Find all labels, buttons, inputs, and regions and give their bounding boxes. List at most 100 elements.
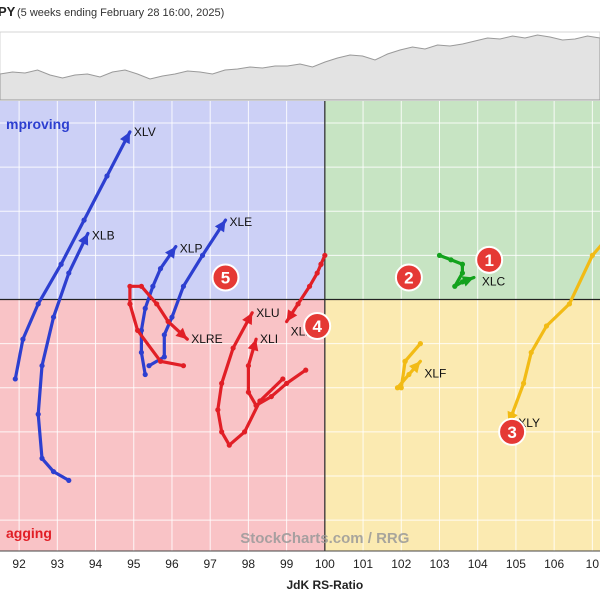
x-tick-label: 95 [127,557,141,571]
x-tick-label: 105 [506,557,526,571]
annotation-badge [475,245,504,274]
series-xlre-point [154,301,160,307]
series-xlv-head [119,131,130,145]
series-xli-point [268,393,274,400]
plot-area: mproving agging StockCharts.com / RRG XLV XL… [0,101,600,551]
series-xlc-point [452,283,458,289]
series-xlk-point [306,283,313,289]
annotation-badge [498,417,527,446]
series-xlre-point [157,358,164,364]
series-xlu-point [280,376,286,382]
x-tick-label: 97 [204,557,218,571]
series-xle-point [161,332,167,338]
x-tick-label: 10 [586,557,600,571]
series-xlk-head [286,309,298,322]
series-xlk-point [295,301,301,307]
series-xlp-point [142,371,148,378]
series-xlp-head [165,246,176,259]
x-tick-label: 98 [242,557,256,571]
series-xly-point [520,380,527,386]
series-xly-point [566,301,573,307]
series-xlf-point [402,358,408,364]
series-xlc-point [459,261,466,267]
annotation-badge-number: 1 [484,251,493,270]
series-xlp-point [142,305,148,311]
annotation-badge-number: 2 [404,268,413,287]
series-xlp-point [138,349,145,356]
series-xlv-point [35,301,41,307]
series-xlc-label: XLC [482,274,506,288]
series-xlre-point [180,363,187,369]
series-xlf-head [409,361,421,374]
series-xli-point [245,363,252,369]
x-tick-label: 104 [468,557,488,571]
x-tick-label: 102 [391,557,411,571]
series-xlb-point [66,477,72,484]
x-tick-label: 106 [544,557,564,571]
series-xle-point [199,252,206,259]
watermark: StockCharts.com / RRG [240,530,409,547]
series-xlu-point [219,429,225,435]
series-xlv-label: XLV [134,125,156,139]
series-xlb-point [50,468,57,475]
series-xli-head [247,339,259,352]
series-xly-point [528,349,534,356]
period-label: (5 weeks ending February 28 16:00, 2025) [17,7,224,19]
series-xly-point [543,323,550,329]
x-tick-label: 101 [353,557,373,571]
series-xlb-tail [36,231,90,482]
series-xlv-point [20,336,26,342]
series-xlb-point [50,314,57,320]
x-axis-title: JdK RS-Ratio [287,578,364,592]
series-xlu-label: XLU [256,306,279,320]
series-xlre-label: XLRE [191,332,222,346]
series-xlre-point [165,318,171,325]
series-xle-head [214,220,226,233]
series-xlb-label: XLB [92,228,115,242]
series-xlc-point [448,257,454,263]
series-xlc-point [459,270,466,276]
series-xle-point [146,363,152,369]
series-xlb-head [78,233,89,246]
annotation-badge [303,312,332,340]
series-xlf-point [406,371,412,378]
series-xli-point [253,402,259,409]
x-tick-label: 103 [429,557,449,571]
series-xlf-point [398,385,404,391]
series-xlu-point [215,407,221,413]
series-xle-point [161,354,167,360]
price-ribbon-area [0,34,600,101]
series-xlv-point [104,173,110,179]
series-xlf-point [417,341,423,347]
annotation-badge-number: 5 [221,268,230,287]
annotation-badge-number: 3 [507,423,516,442]
quadrant-lagging [0,299,325,551]
quadrant-label-lagging: agging [6,525,52,541]
x-tick-label: 99 [280,557,294,571]
series-xlc-point [436,252,443,259]
quadrant-weakening [324,299,600,551]
x-tick-label: 96 [165,557,179,571]
series-xlb-point [39,363,45,369]
series-xlre-point [127,301,133,307]
annotation-badge-number: 4 [312,317,322,336]
annotation-badge [394,263,423,292]
series-xlk-point [318,261,324,267]
series-xli-point [245,389,252,395]
series-xli-point [284,380,290,386]
series-xli-label: XLI [260,332,278,346]
series-xly-point [589,252,595,259]
series-xlp-point [150,283,156,289]
series-xly-tail [506,244,600,425]
series-xlv-point [81,217,87,223]
series-xlf-label: XLF [424,366,446,380]
series-xlb-point [35,411,41,417]
series-xlp-point [157,266,164,272]
series-xlb-point [66,270,72,276]
x-tick-label: 92 [12,557,26,571]
series-xlc-head [461,276,474,287]
series-xlu-point [230,345,236,351]
x-tick-label: 93 [51,557,65,571]
series-xlu-point [241,429,248,435]
x-tick-label: 94 [89,557,103,571]
